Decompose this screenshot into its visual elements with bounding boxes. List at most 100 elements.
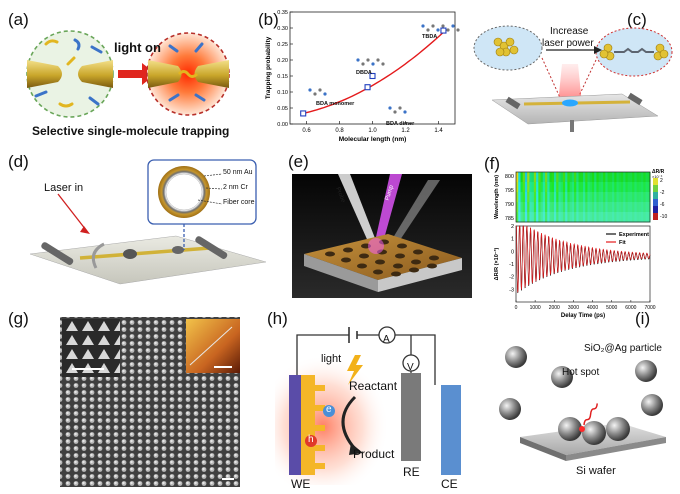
fiber-input (91, 242, 105, 269)
gold-cluster-left (493, 37, 519, 57)
x-tick-label: 5000 (606, 305, 617, 311)
increase-label: Increase (550, 26, 589, 37)
y-tick-label: 0 (511, 249, 514, 255)
panel-label-h: (h) (267, 309, 288, 328)
wavelength-tick-label: 800 (505, 174, 514, 180)
light-on-arrow (118, 63, 156, 85)
particle-2 (551, 366, 573, 388)
panel-label-c: (c) (627, 10, 647, 29)
light-label: light (321, 353, 342, 365)
stretched-molecule (614, 47, 654, 53)
we-label: WE (291, 477, 311, 491)
laser-in-label: Laser in (44, 182, 84, 194)
y-tick-label: 0.00 (277, 122, 288, 128)
wavelength-tick-label: 785 (505, 216, 514, 222)
y-tick-label: 0.15 (277, 74, 288, 80)
colorbar-tick-label: -2 (660, 190, 665, 196)
panel-b: (b) 0.6 0.8 1.0 1.2 1.4 0.00 0.05 0.10 0.15 0.20 0… (230, 0, 460, 150)
laser-beam-cone (558, 64, 582, 104)
particle-3 (635, 360, 657, 382)
right-electrode-tip (78, 60, 113, 88)
left-electrode-tip (27, 60, 62, 88)
inset-triangles (62, 319, 120, 377)
hotspot-label: Hot spot (562, 367, 600, 378)
nanohole-array (325, 239, 439, 277)
panel-d: (d) Laser in 50 nm Au 2 nm Cr Fiber core (0, 150, 275, 295)
probe-beam (338, 174, 378, 246)
voltmeter-label: V (407, 362, 414, 373)
panel-label-f: (f) (484, 154, 501, 173)
x-tick-label: 1000 (530, 305, 541, 311)
panel-c: (c) Incre (462, 0, 680, 150)
bda-monomer-sketch (308, 88, 327, 96)
dbda-molecule-sketch (356, 58, 385, 66)
before-molecule-bubble (473, 25, 543, 71)
molecule-label-bda-dimer: BDA dimer (386, 121, 415, 127)
re-label: RE (403, 465, 420, 479)
legend-label: Experiment (619, 232, 649, 238)
colorbar-exponent: ×10⁻³ (652, 174, 663, 179)
layer-core-label: Fiber core (223, 199, 255, 206)
colorbar (653, 178, 658, 220)
laser-power-label: laser power (542, 38, 594, 49)
particle-4 (499, 398, 521, 420)
layer-au-label: 50 nm Au (223, 169, 253, 176)
heatmap-frame (515, 171, 651, 223)
tbda-molecule-sketch (421, 24, 460, 32)
y-tick-label: 1 (511, 237, 514, 243)
fit-curve (303, 31, 444, 115)
hot-spot (579, 426, 585, 432)
y-tick-label: 0.10 (277, 90, 288, 96)
ammeter-label: A (383, 334, 390, 345)
particle-1 (505, 346, 527, 368)
panel-a-illustration (26, 30, 230, 118)
ammeter (378, 326, 396, 344)
counter-electrode (441, 385, 461, 475)
x-tick-label: 7000 (644, 305, 655, 311)
y-tick-label: 0.30 (277, 26, 288, 32)
light-on-label: light on (114, 40, 161, 55)
y-tick-label: -1 (509, 262, 514, 268)
panel-label-b: (b) (258, 10, 279, 29)
panel-label-i: (i) (635, 309, 651, 328)
reactant-label: Reactant (349, 379, 398, 393)
y-tick-label: 0.25 (277, 42, 288, 48)
x-tick-label: 1.0 (368, 128, 377, 134)
emission-wave (583, 403, 598, 426)
panel-h: (h) A V (255, 305, 480, 494)
panel-label-a: (a) (8, 10, 29, 29)
series-fit (516, 225, 651, 293)
colorbar-tick-label: -6 (660, 202, 665, 208)
data-point-3 (440, 27, 447, 34)
working-electrode-base (289, 375, 301, 475)
y-tick-label: 0.35 (277, 10, 288, 16)
x-axis-label: Molecular length (nm) (339, 136, 407, 143)
panel-label-e: (e) (288, 152, 309, 171)
y-axis-label: ΔR/R (×10⁻³) (493, 247, 500, 280)
x-tick-label: 0 (515, 305, 518, 311)
panel-a: (a) (0, 0, 230, 150)
x-tick-label: 0.6 (302, 128, 311, 134)
gold-cluster-right (599, 43, 669, 61)
lightning-icon (347, 355, 363, 385)
gold-film (304, 234, 462, 280)
panel-a-caption: Selective single-molecule trapping (32, 124, 230, 138)
layer-cr-label: 2 nm Cr (223, 184, 248, 191)
working-electrode-film (301, 375, 315, 475)
data-point-0 (300, 110, 307, 117)
x-tick-label: 1.4 (434, 128, 443, 134)
y-tick-label: 0.05 (277, 106, 288, 112)
panel-e-illustration (292, 174, 472, 298)
electron-marker (323, 405, 335, 417)
panel-d-illustration (29, 159, 267, 285)
wafer-label: Si wafer (576, 465, 616, 477)
x-tick-label: 3000 (568, 305, 579, 311)
wavelength-axis-label: Wavelength (nm) (494, 175, 500, 219)
bda-dimer-sketch (388, 106, 407, 114)
wavelength-tick-label: 790 (505, 202, 514, 208)
hole-label: h (308, 434, 314, 445)
particle-label: SiO₂@Ag particle (584, 343, 662, 354)
panel-c-illustration (473, 25, 673, 132)
pump-beam (374, 174, 402, 246)
